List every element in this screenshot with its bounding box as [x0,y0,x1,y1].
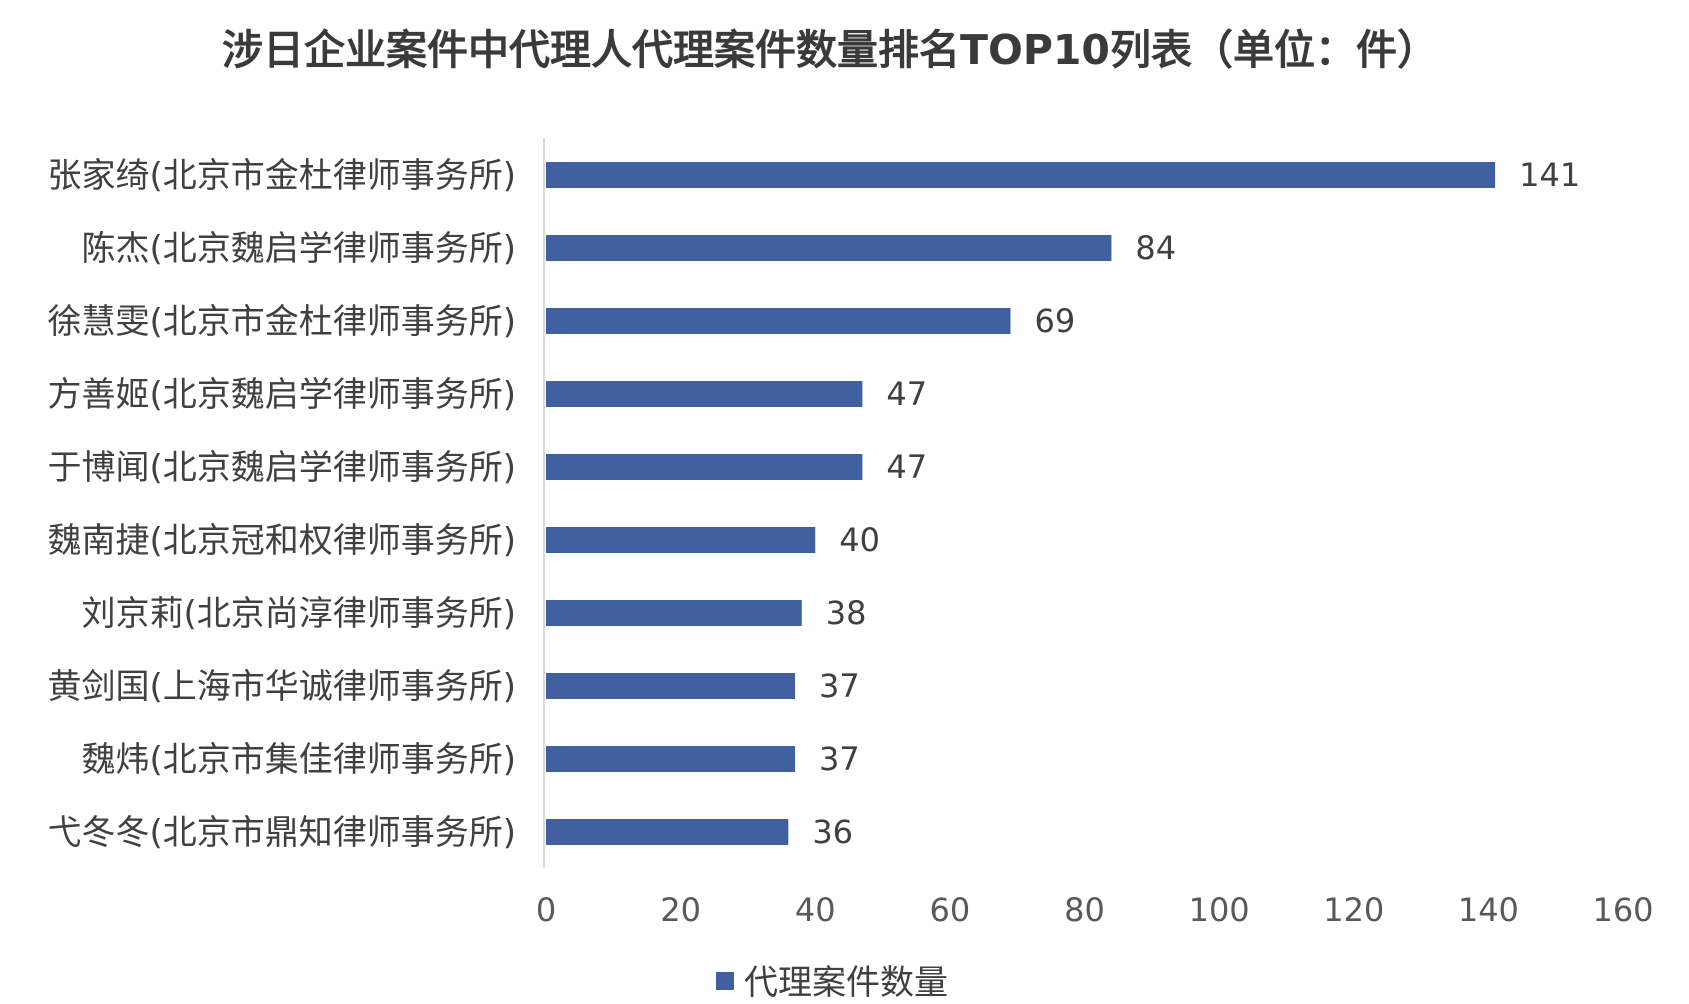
bar [546,600,802,626]
legend: 代理案件数量 [716,963,948,1003]
category-label: 魏炜(北京市集佳律师事务所) [81,740,516,780]
value-label: 37 [819,667,860,705]
category-label: 方善姬(北京魏启学律师事务所) [47,375,516,415]
category-label: 黄剑国(上海市华诚律师事务所) [47,667,516,707]
bar [546,819,789,845]
bar [546,162,1496,188]
x-tick-label: 20 [660,891,701,929]
x-tick-label: 120 [1323,891,1384,929]
category-label: 徐慧雯(北京市金杜律师事务所) [47,302,516,342]
value-label: 84 [1135,229,1176,267]
value-label: 40 [839,521,880,559]
value-label: 36 [812,813,853,851]
x-tick-label: 140 [1458,891,1519,929]
bar [546,746,796,772]
legend-label: 代理案件数量 [744,963,948,1003]
x-tick-label: 160 [1592,891,1653,929]
bar [546,235,1112,261]
category-label: 刘京莉(北京尚淳律师事务所) [81,594,516,634]
category-labels: 张家绮(北京市金杜律师事务所) 陈杰(北京魏启学律师事务所) 徐慧雯(北京市金杜律师… [47,156,516,853]
category-label: 陈杰(北京魏启学律师事务所) [81,229,516,269]
bar [546,454,863,480]
x-tick-label: 80 [1064,891,1105,929]
value-label: 141 [1519,156,1580,194]
bar [546,527,816,553]
chart-title: 涉日企业案件中代理人代理案件数量排名TOP10列表（单位：件） [222,26,1438,74]
value-label: 37 [819,740,860,778]
x-axis-tick-labels: 0 20 40 60 80 100 120 140 160 [536,891,1654,929]
category-label: 张家绮(北京市金杜律师事务所) [47,156,516,196]
bar [546,673,796,699]
bar [546,308,1011,334]
x-tick-label: 60 [930,891,971,929]
bars-group [546,162,1496,845]
x-tick-label: 40 [795,891,836,929]
bar [546,381,863,407]
value-label: 47 [886,448,927,486]
value-label: 69 [1034,302,1075,340]
category-label: 于博闻(北京魏启学律师事务所) [47,448,516,488]
category-label: 魏南捷(北京冠和权律师事务所) [47,521,516,561]
value-label: 47 [886,375,927,413]
value-label: 38 [826,594,867,632]
legend-swatch [716,972,734,990]
category-label: 弋冬冬(北京市鼎知律师事务所) [47,813,516,853]
x-tick-label: 0 [536,891,556,929]
x-tick-label: 100 [1189,891,1250,929]
